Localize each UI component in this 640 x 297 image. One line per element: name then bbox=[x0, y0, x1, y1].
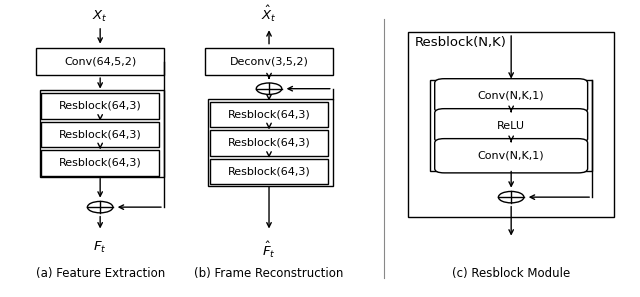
Text: ReLU: ReLU bbox=[497, 121, 525, 131]
FancyBboxPatch shape bbox=[435, 109, 588, 143]
Text: Resblock(N,K): Resblock(N,K) bbox=[414, 36, 506, 49]
Text: Resblock(64,3): Resblock(64,3) bbox=[59, 101, 141, 111]
FancyBboxPatch shape bbox=[36, 48, 164, 75]
FancyBboxPatch shape bbox=[435, 79, 588, 113]
FancyBboxPatch shape bbox=[41, 150, 159, 176]
Text: $\hat{X}_t$: $\hat{X}_t$ bbox=[261, 4, 277, 24]
Text: Conv(64,5,2): Conv(64,5,2) bbox=[64, 56, 136, 67]
Text: Deconv(3,5,2): Deconv(3,5,2) bbox=[230, 56, 308, 67]
Text: Resblock(64,3): Resblock(64,3) bbox=[59, 129, 141, 139]
Text: $\hat{F}_t$: $\hat{F}_t$ bbox=[262, 240, 276, 260]
Text: Resblock(64,3): Resblock(64,3) bbox=[228, 109, 310, 119]
Bar bbox=[430, 80, 592, 171]
Text: (a) Feature Extraction: (a) Feature Extraction bbox=[36, 267, 164, 280]
Text: Resblock(64,3): Resblock(64,3) bbox=[228, 166, 310, 176]
FancyBboxPatch shape bbox=[210, 159, 328, 184]
Bar bbox=[408, 31, 614, 217]
FancyBboxPatch shape bbox=[210, 102, 328, 127]
Bar bbox=[40, 90, 164, 177]
Text: Resblock(64,3): Resblock(64,3) bbox=[228, 138, 310, 148]
FancyBboxPatch shape bbox=[41, 93, 159, 119]
FancyBboxPatch shape bbox=[435, 139, 588, 173]
Text: Resblock(64,3): Resblock(64,3) bbox=[59, 158, 141, 168]
Text: (b) Frame Reconstruction: (b) Frame Reconstruction bbox=[195, 267, 344, 280]
FancyBboxPatch shape bbox=[210, 130, 328, 156]
Text: (c) Resblock Module: (c) Resblock Module bbox=[452, 267, 570, 280]
FancyBboxPatch shape bbox=[205, 48, 333, 75]
Bar bbox=[209, 99, 333, 186]
Text: $F_t$: $F_t$ bbox=[93, 240, 107, 255]
Text: Conv(N,K,1): Conv(N,K,1) bbox=[478, 151, 545, 161]
FancyBboxPatch shape bbox=[41, 121, 159, 147]
Text: Conv(N,K,1): Conv(N,K,1) bbox=[478, 91, 545, 101]
Text: $X_t$: $X_t$ bbox=[92, 10, 108, 24]
